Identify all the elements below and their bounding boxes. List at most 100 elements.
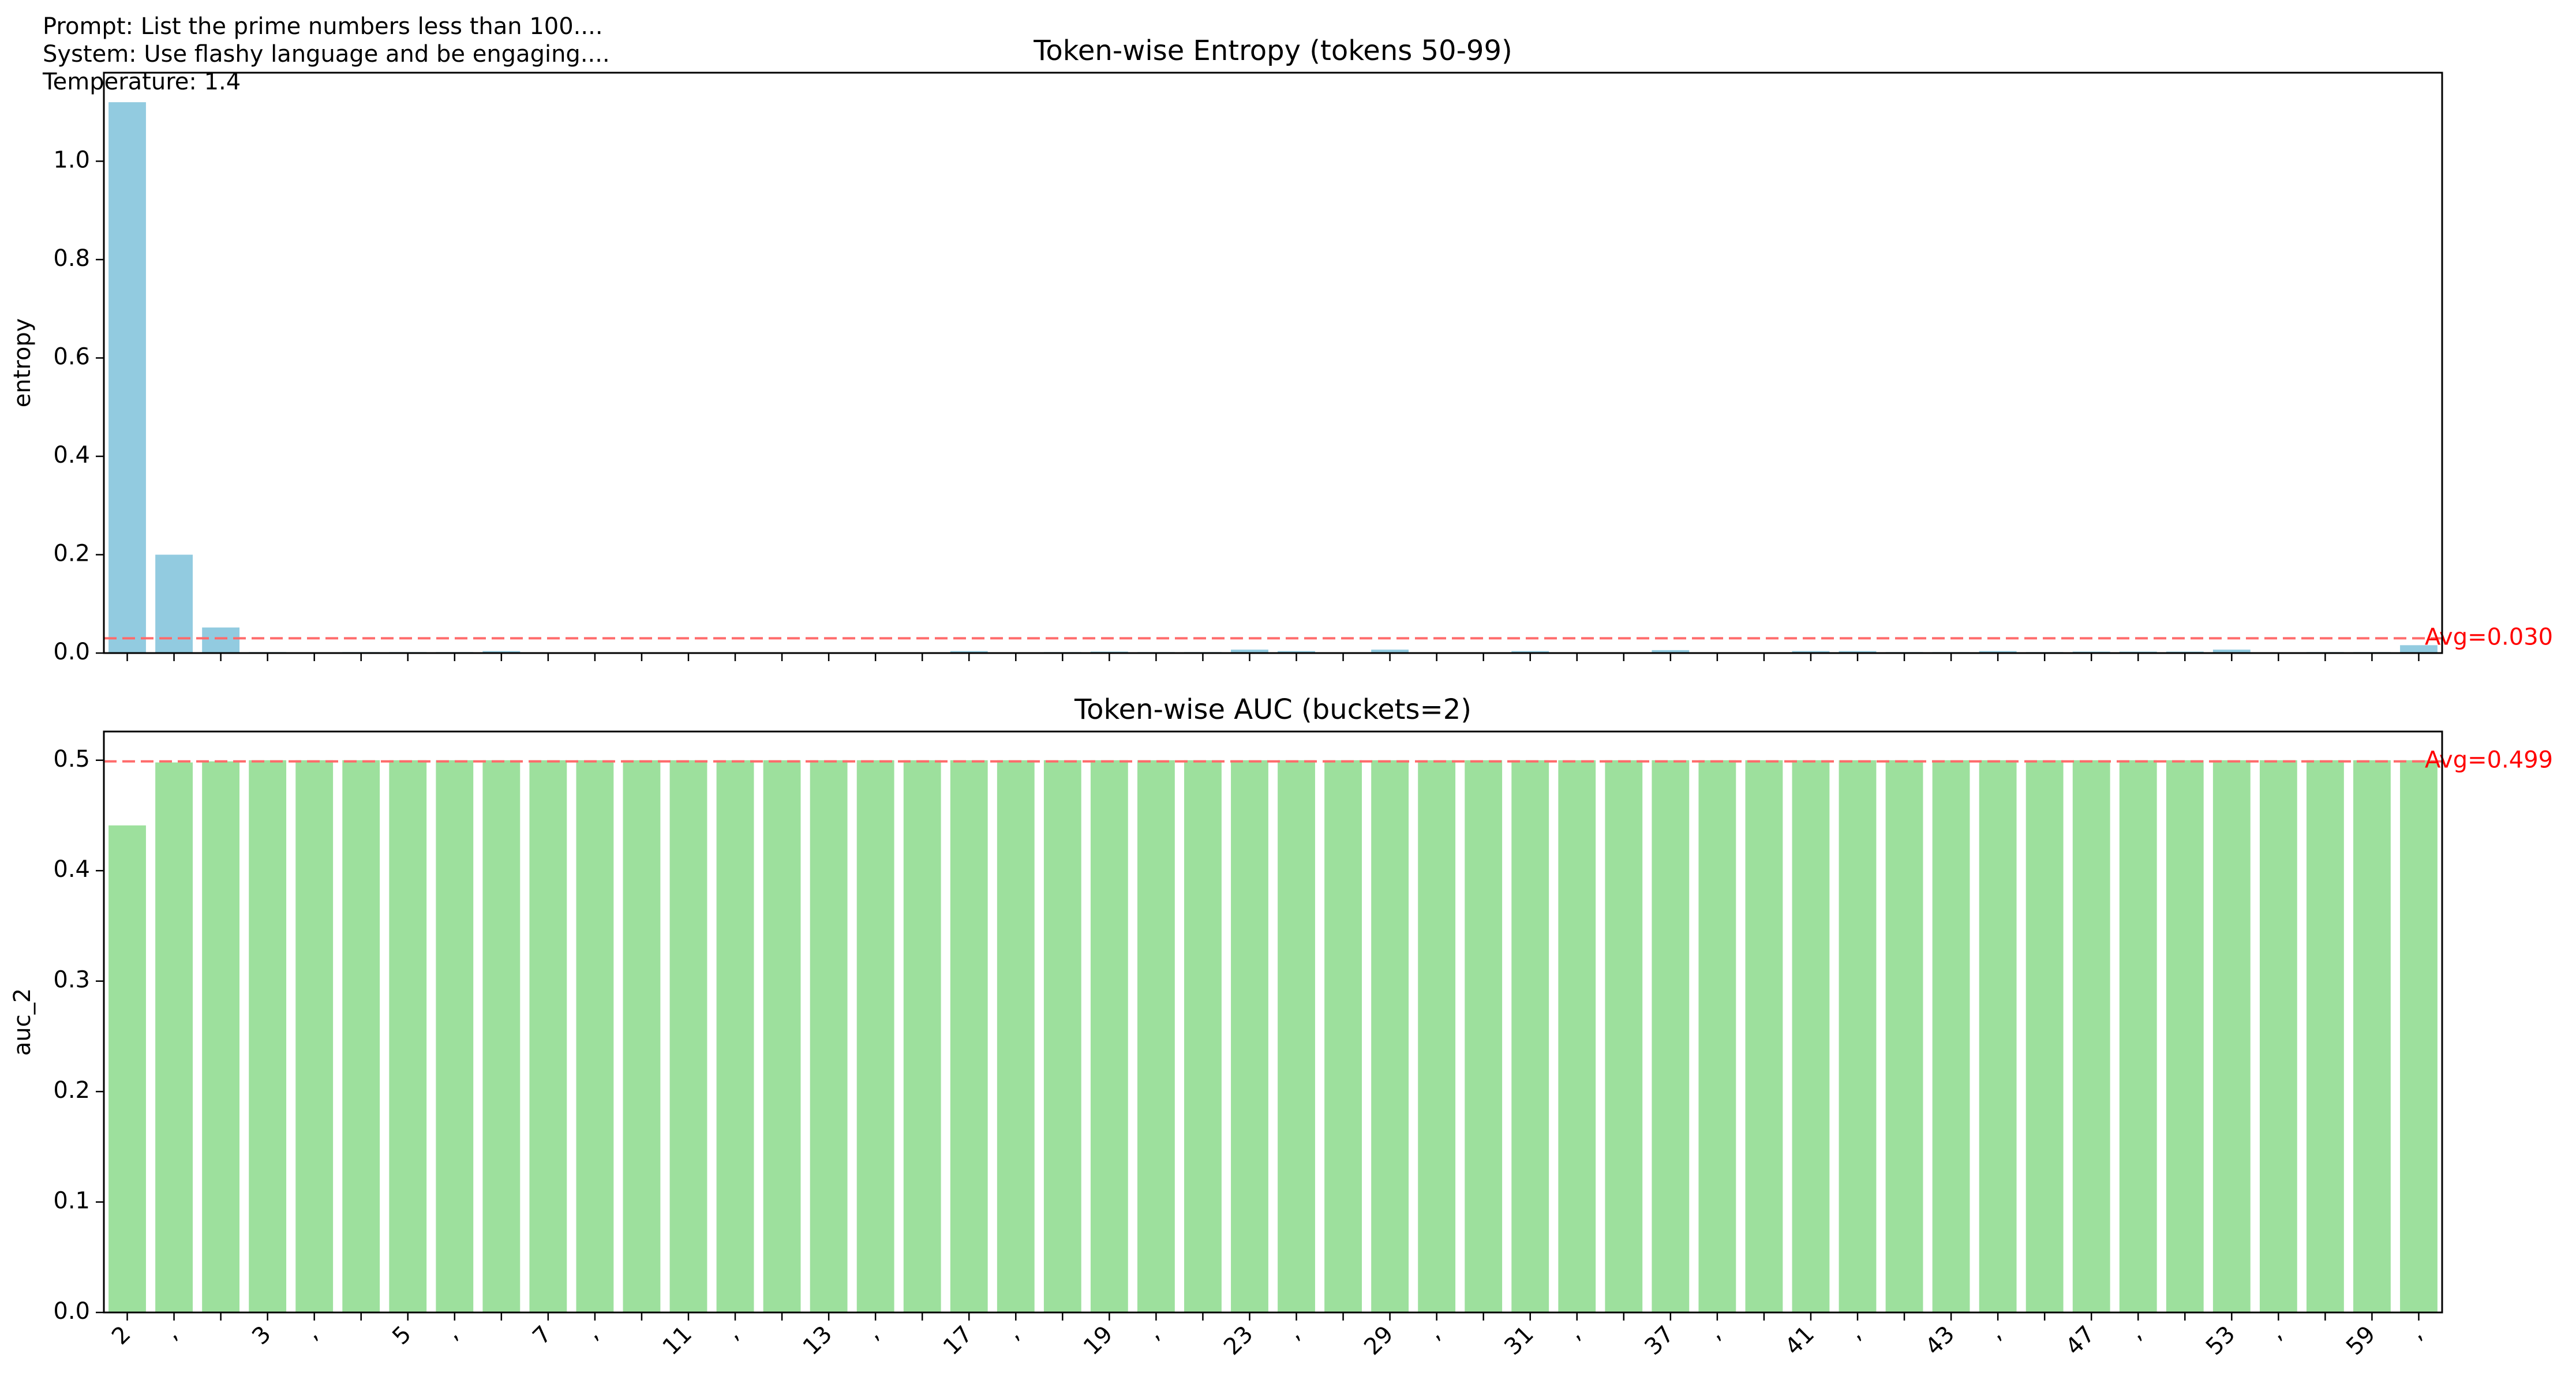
bar bbox=[1652, 650, 1690, 653]
bar bbox=[1839, 651, 1877, 653]
x-tick-label: 11 bbox=[658, 1321, 698, 1361]
axes-frame bbox=[103, 730, 2443, 1314]
bar bbox=[2259, 760, 2297, 1312]
x-tick-label: 43 bbox=[1920, 1321, 1960, 1361]
bar bbox=[950, 651, 988, 653]
bar bbox=[1979, 760, 2017, 1312]
x-tick-label: 29 bbox=[1359, 1321, 1399, 1361]
x-tick-label: , bbox=[1001, 1321, 1025, 1345]
bar bbox=[669, 760, 707, 1312]
x-tick-label: , bbox=[2403, 1321, 2428, 1345]
x-tick-label: 37 bbox=[1639, 1321, 1679, 1361]
x-tick-label: , bbox=[1281, 1321, 1305, 1345]
bar bbox=[202, 627, 240, 653]
bar bbox=[1932, 760, 1970, 1312]
bar bbox=[1371, 760, 1409, 1312]
y-axis-label: auc_2 bbox=[9, 988, 36, 1056]
axes-frame bbox=[103, 72, 2443, 654]
bar bbox=[1745, 760, 1783, 1312]
bar bbox=[2400, 760, 2438, 1312]
bar bbox=[1231, 760, 1268, 1312]
bar bbox=[1278, 760, 1315, 1312]
x-tick-label: , bbox=[1562, 1321, 1586, 1345]
x-tick-label: 23 bbox=[1219, 1321, 1259, 1361]
x-tick-label: 17 bbox=[938, 1321, 978, 1361]
bar bbox=[810, 760, 848, 1312]
bar bbox=[576, 760, 614, 1312]
bar bbox=[249, 760, 287, 1312]
x-tick-label: , bbox=[299, 1321, 323, 1345]
y-tick-label: 0.2 bbox=[53, 1077, 90, 1104]
bar bbox=[1885, 760, 1923, 1312]
x-tick-label: , bbox=[1983, 1321, 2007, 1345]
bar bbox=[482, 651, 521, 653]
bar bbox=[108, 825, 146, 1312]
bar bbox=[856, 760, 894, 1312]
entropy-panel: 0.0 0.2 0.4 0.6 0.8 1.0 Avg=0.030 Token-wise En… bbox=[9, 35, 2553, 665]
bar bbox=[623, 760, 661, 1312]
bar bbox=[2166, 760, 2204, 1312]
y-tick-label: 0.5 bbox=[53, 746, 90, 772]
x-tick-label: 53 bbox=[2201, 1321, 2241, 1361]
average-label: Avg=0.030 bbox=[2425, 624, 2553, 650]
bar bbox=[2212, 650, 2251, 653]
bar bbox=[482, 760, 521, 1312]
x-tick-label: 3 bbox=[247, 1321, 276, 1351]
bar bbox=[1137, 760, 1175, 1312]
bar bbox=[342, 760, 380, 1312]
x-tick-label: 41 bbox=[1780, 1321, 1820, 1361]
bar bbox=[1278, 651, 1315, 653]
x-tick-label: , bbox=[159, 1321, 183, 1345]
bar bbox=[1979, 651, 2017, 653]
y-tick-label: 0.8 bbox=[53, 245, 90, 272]
y-axis-label: entropy bbox=[9, 318, 36, 408]
x-tick-label: , bbox=[2263, 1321, 2287, 1345]
chart-title: Token-wise Entropy (tokens 50-99) bbox=[1033, 35, 1512, 67]
y-tick-label: 0.6 bbox=[53, 343, 90, 370]
bar bbox=[155, 554, 193, 653]
bar bbox=[436, 760, 474, 1312]
y-tick-label: 0.4 bbox=[53, 442, 90, 468]
y-tick-label: 0.2 bbox=[53, 540, 90, 567]
bar bbox=[1792, 651, 1830, 653]
bar bbox=[1511, 760, 1549, 1312]
x-tick-label: 5 bbox=[387, 1321, 417, 1351]
y-tick-label: 0.4 bbox=[53, 856, 90, 883]
bar bbox=[529, 760, 567, 1312]
bar bbox=[2353, 760, 2391, 1312]
y-tick-label: 1.0 bbox=[53, 147, 90, 173]
bar bbox=[1605, 760, 1643, 1312]
bar bbox=[202, 761, 240, 1312]
x-tick-label: , bbox=[1141, 1321, 1165, 1345]
y-tick-label: 0.1 bbox=[53, 1188, 90, 1214]
bar bbox=[2119, 760, 2157, 1312]
bar bbox=[1418, 760, 1456, 1312]
x-tick-label: 7 bbox=[527, 1321, 557, 1351]
bar bbox=[1698, 760, 1736, 1312]
x-tick-label: 2 bbox=[107, 1321, 136, 1351]
bar bbox=[1231, 650, 1268, 653]
bar bbox=[2072, 760, 2110, 1312]
bar bbox=[1792, 760, 1830, 1312]
auc-panel: 0.0 0.1 0.2 0.3 0.4 0.5 2, 3, 5, 7, 11, 13, 17, 19, 23… bbox=[9, 693, 2553, 1360]
x-tick-label: 59 bbox=[2341, 1321, 2381, 1361]
x-tick-label: , bbox=[1421, 1321, 1446, 1345]
prompt-text: Prompt: List the prime numbers less than… bbox=[43, 13, 603, 40]
bar bbox=[1558, 760, 1596, 1312]
x-tick-label: , bbox=[1843, 1321, 1867, 1345]
y-tick-label: 0.3 bbox=[53, 967, 90, 993]
bar bbox=[2025, 760, 2064, 1312]
system-text: System: Use flashy language and be engag… bbox=[43, 41, 610, 67]
bar bbox=[1184, 760, 1222, 1312]
bar bbox=[1839, 760, 1877, 1312]
chart-title: Token-wise AUC (buckets=2) bbox=[1074, 693, 1472, 726]
bar bbox=[950, 760, 988, 1312]
bar bbox=[716, 760, 754, 1312]
bar bbox=[108, 102, 146, 654]
y-tick-label: 0.0 bbox=[53, 639, 90, 665]
bar bbox=[1511, 651, 1549, 653]
bar bbox=[997, 760, 1035, 1312]
average-label: Avg=0.499 bbox=[2425, 747, 2553, 774]
bar bbox=[2400, 645, 2438, 653]
bar bbox=[295, 760, 334, 1312]
